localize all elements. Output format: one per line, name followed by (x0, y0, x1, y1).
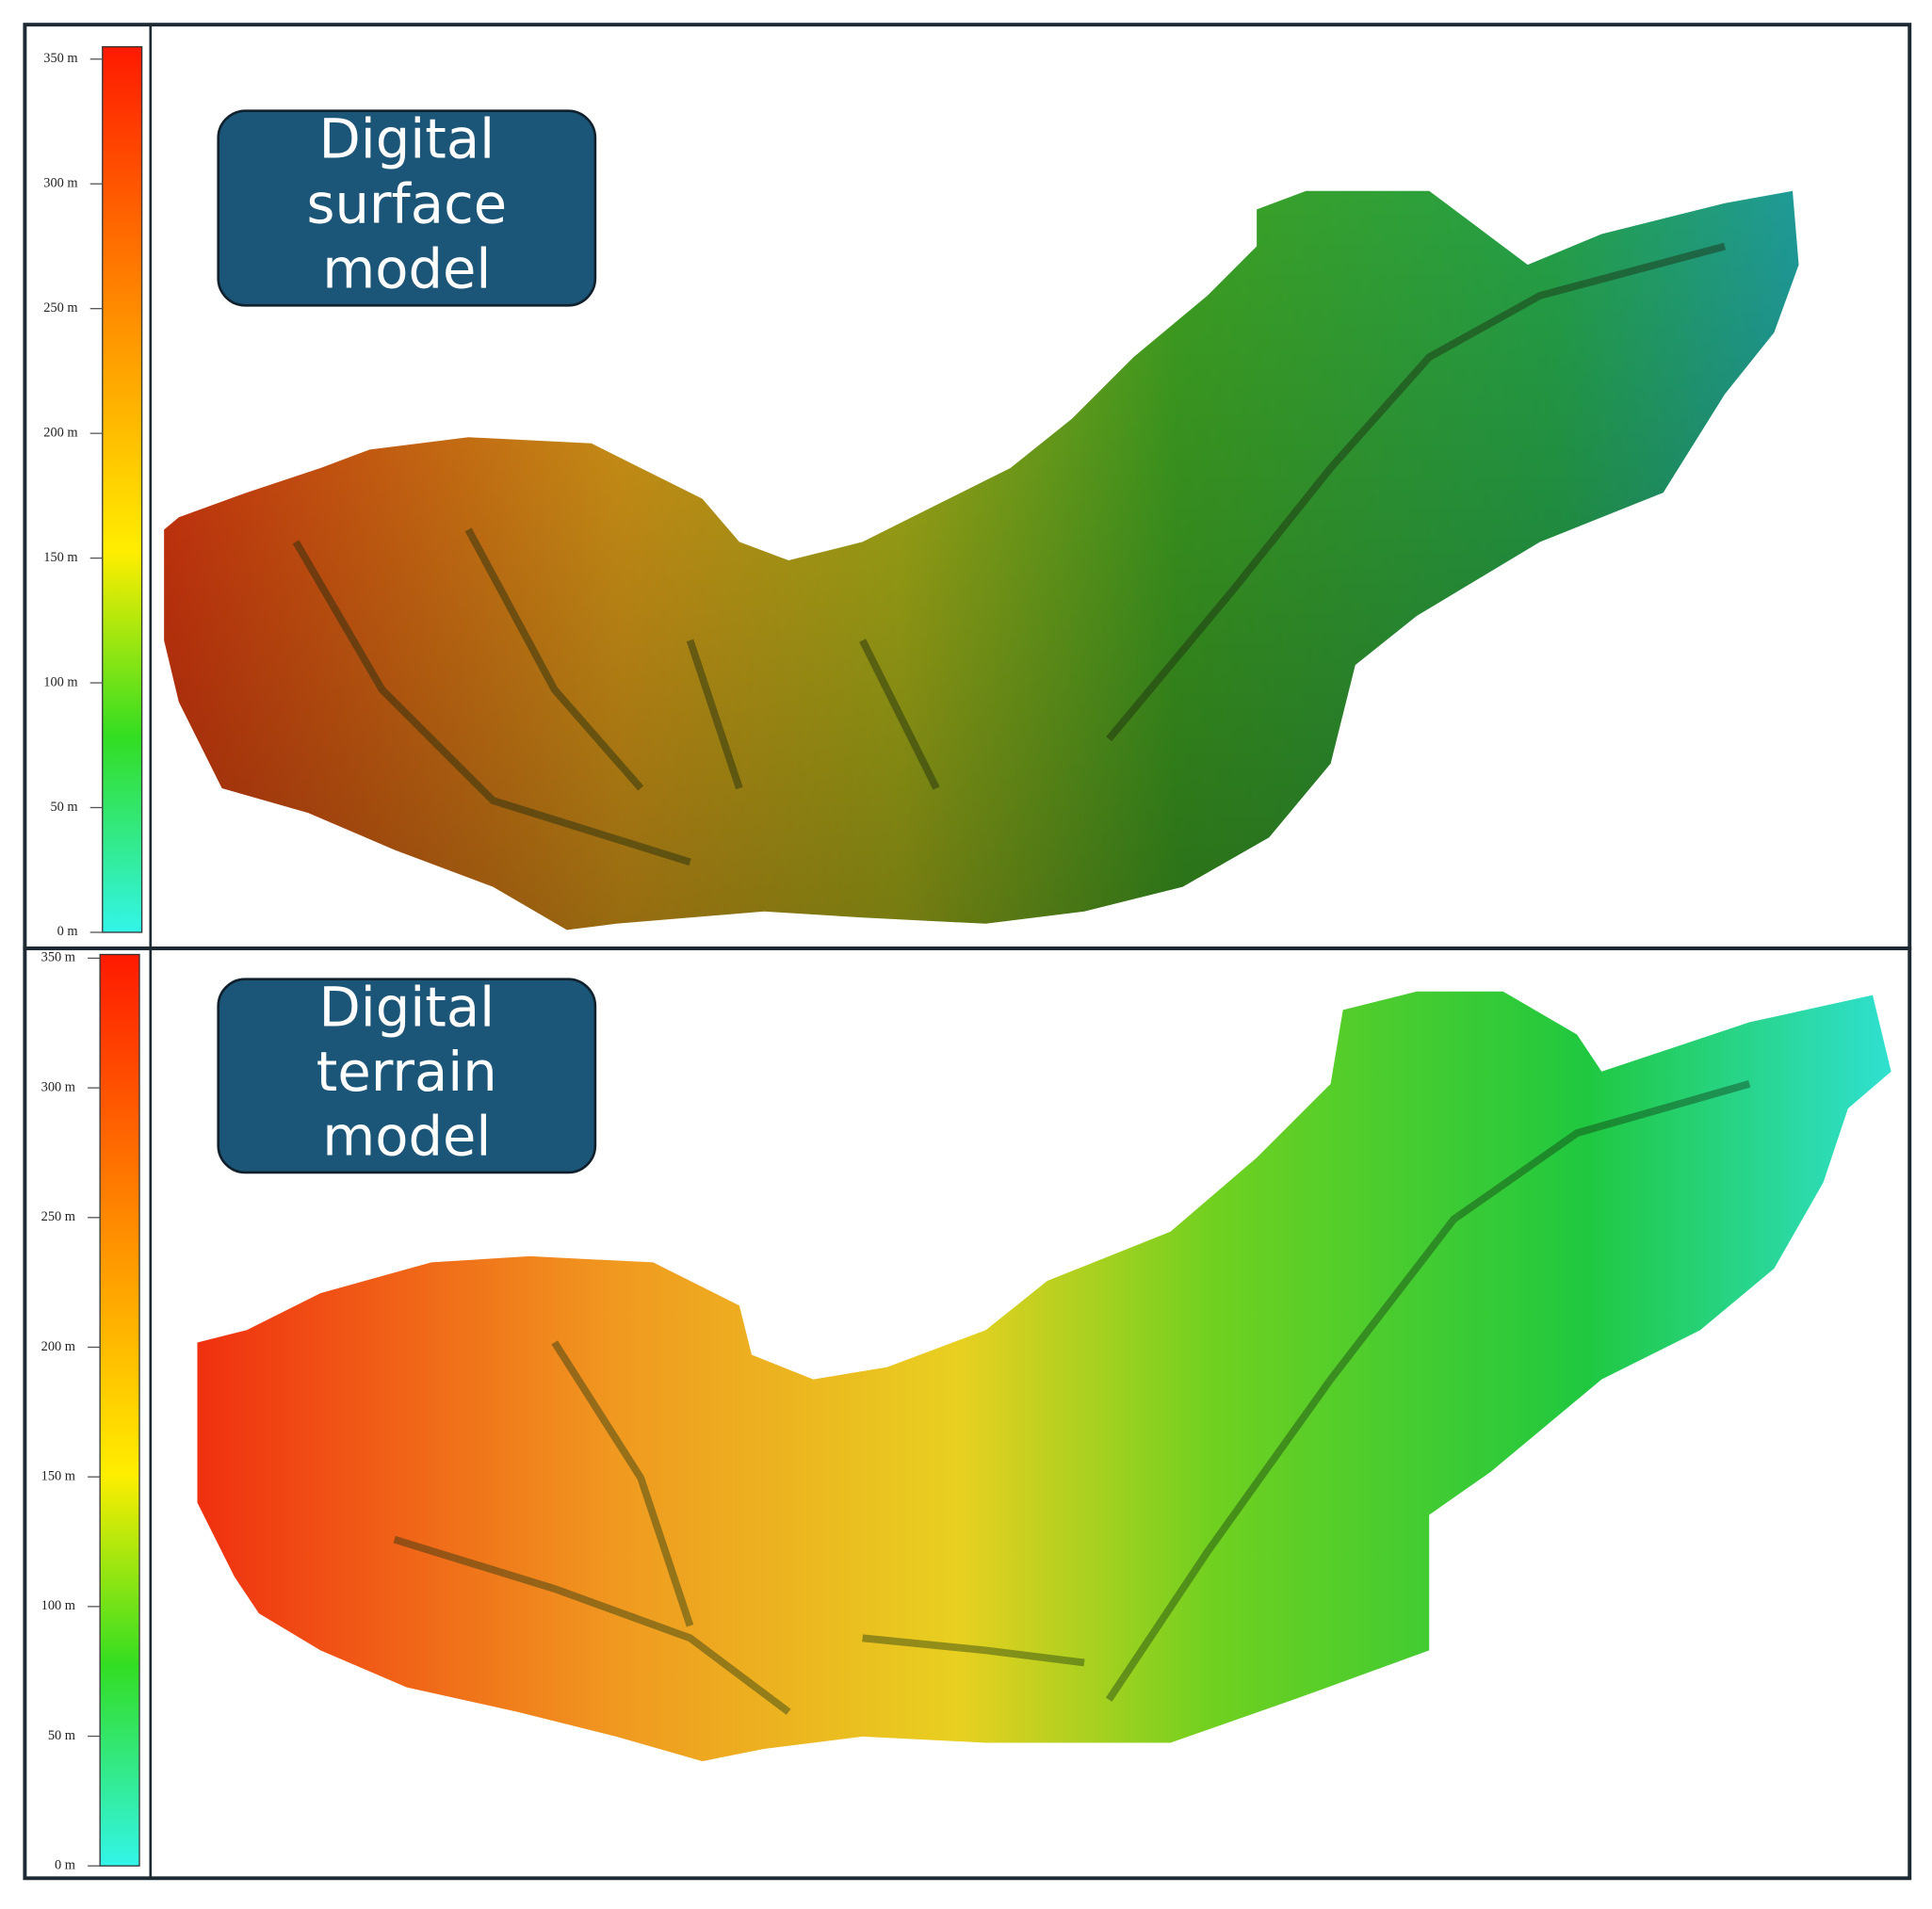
label-text: model (322, 238, 491, 301)
color-bar (102, 46, 143, 933)
label-box (217, 109, 597, 307)
tick-label: 150 m (43, 550, 77, 565)
tick-label: 300 m (41, 1079, 75, 1094)
tick-label: 250 m (41, 1209, 75, 1224)
label-text: terrain (317, 1041, 497, 1104)
label-text: Digital (318, 108, 495, 171)
tick-label: 350 m (41, 950, 75, 965)
tick-label: 300 m (43, 176, 77, 191)
label-text: Digital (318, 976, 495, 1039)
tick-label: 0 m (55, 1858, 75, 1873)
label-text: model (322, 1105, 491, 1168)
tick-label: 250 m (43, 300, 77, 315)
tick-label: 100 m (41, 1598, 75, 1613)
tick-label: 350 m (43, 51, 77, 66)
label-box (217, 978, 597, 1174)
tick-label: 150 m (41, 1468, 75, 1483)
panel-frame (23, 946, 1912, 1881)
dtm-terrain (197, 991, 1891, 1762)
tick-label: 50 m (50, 800, 77, 815)
tick-label: 200 m (43, 425, 77, 440)
tick-label: 0 m (57, 924, 78, 939)
dsm-terrain (164, 190, 1799, 930)
tick-label: 200 m (41, 1339, 75, 1354)
tick-label: 50 m (48, 1728, 75, 1743)
tick-label: 100 m (43, 674, 77, 689)
color-bar (99, 953, 140, 1867)
label-text: surface (306, 173, 507, 236)
